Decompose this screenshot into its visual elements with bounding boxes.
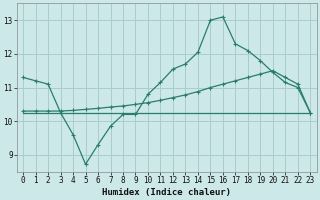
X-axis label: Humidex (Indice chaleur): Humidex (Indice chaleur) xyxy=(102,188,231,197)
